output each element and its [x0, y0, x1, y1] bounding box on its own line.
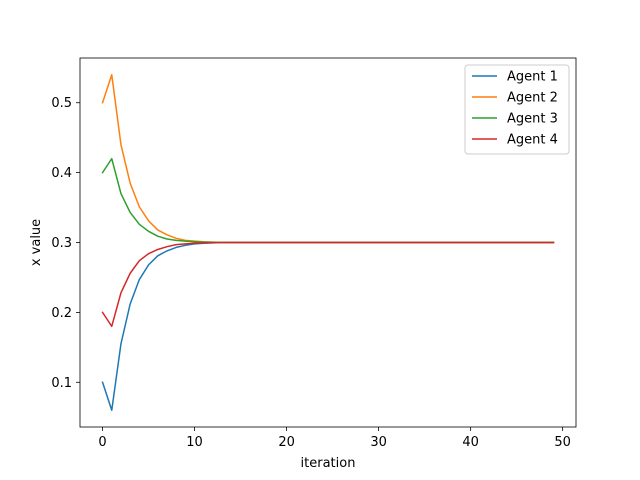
series-layer	[101, 74, 555, 411]
x-tick-label: 40	[462, 435, 479, 450]
legend-label-4: Agent 4	[507, 133, 558, 148]
x-tick-label: 0	[98, 435, 106, 450]
y-axis-label: x value	[29, 219, 44, 266]
series-line-4	[101, 241, 555, 328]
y-tick-label: 0.4	[51, 166, 72, 181]
x-tick-label: 10	[186, 435, 203, 450]
x-tick-label: 20	[278, 435, 295, 450]
y-tick-label: 0.5	[51, 96, 72, 111]
axes-layer: 0 10 20 30 40 50 0.1 0.2 0.3 0.4 0.5	[51, 57, 577, 450]
legend-label-1: Agent 1	[507, 70, 558, 85]
x-tick-label: 30	[370, 435, 387, 450]
legend-box	[464, 64, 570, 155]
legend-label-2: Agent 2	[507, 91, 558, 106]
x-tick-label: 50	[554, 435, 571, 450]
y-tick-label: 0.2	[51, 306, 72, 321]
x-axis-label: iteration	[301, 456, 356, 471]
legend-label-3: Agent 3	[507, 112, 558, 127]
y-tick-label: 0.3	[51, 236, 72, 251]
legend: Agent 1 Agent 2 Agent 3 Agent 4	[464, 64, 570, 155]
y-tick-label: 0.1	[51, 376, 72, 391]
